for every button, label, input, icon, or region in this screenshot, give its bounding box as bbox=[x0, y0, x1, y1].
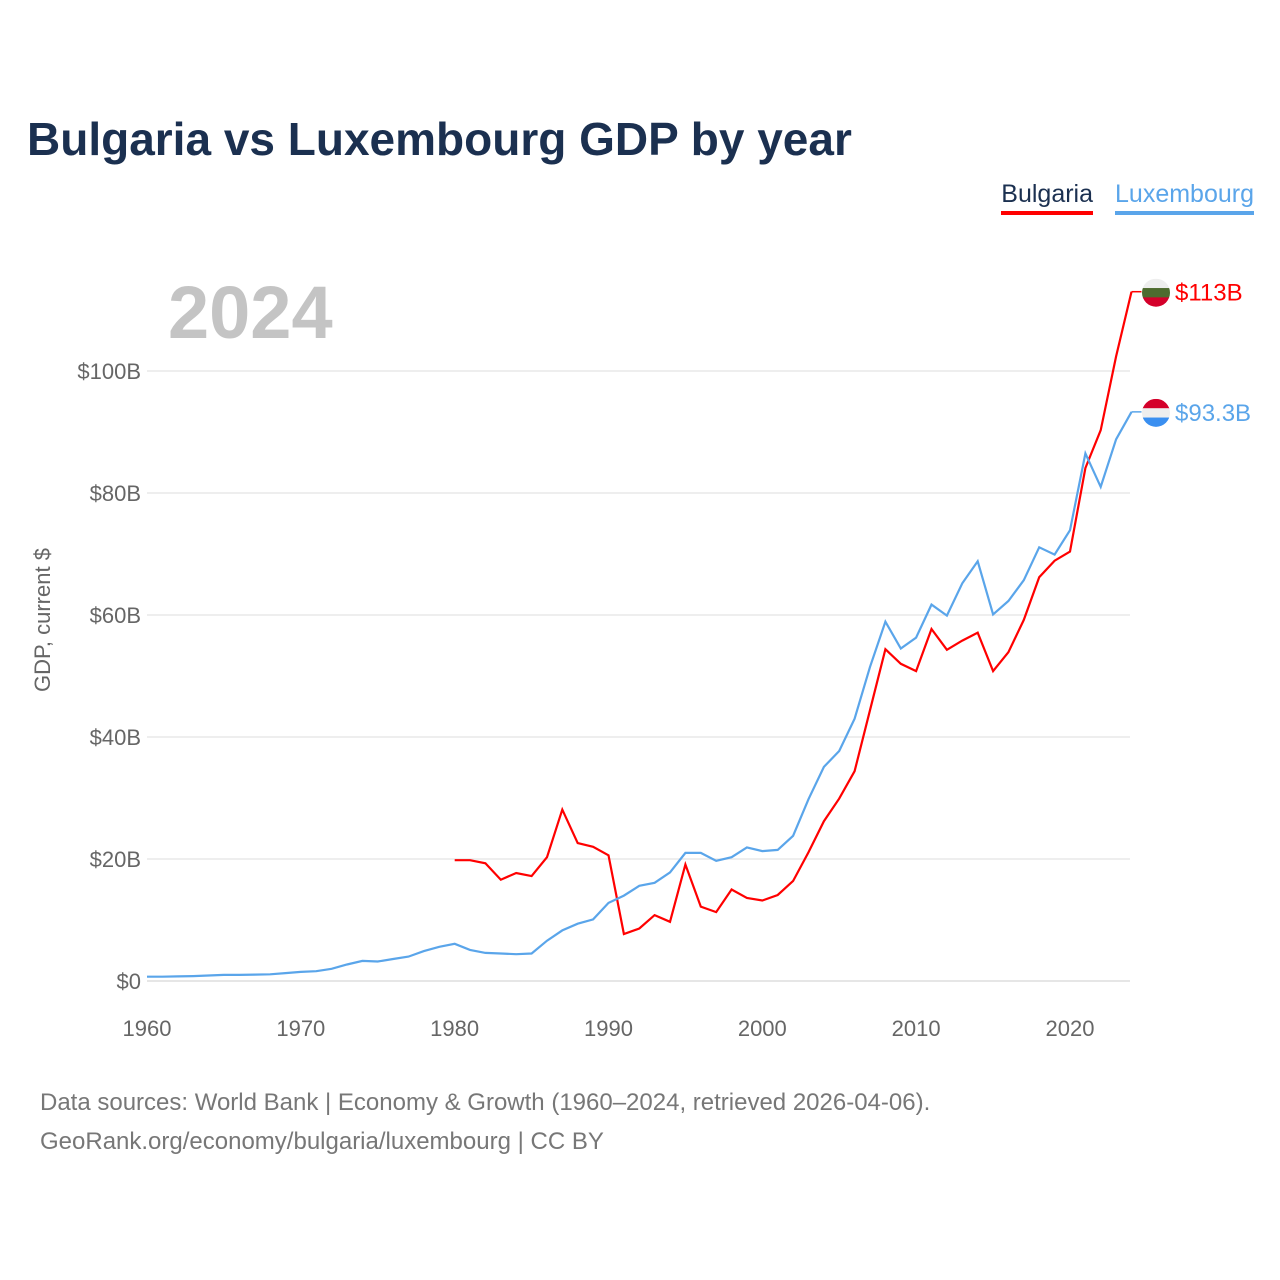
x-tick-label: 2000 bbox=[738, 1016, 787, 1041]
y-tick-label: $0 bbox=[117, 969, 141, 994]
luxembourg-flag-icon bbox=[1142, 398, 1170, 427]
series-line-bulgaria bbox=[454, 291, 1133, 936]
y-axis-label: GDP, current $ bbox=[30, 548, 55, 692]
x-tick-label: 2020 bbox=[1046, 1016, 1095, 1041]
legend-item-bulgaria[interactable]: Bulgaria bbox=[1001, 180, 1094, 215]
footer-sources: Data sources: World Bank | Economy & Gro… bbox=[40, 1089, 931, 1116]
legend: Bulgaria Luxembourg bbox=[1001, 180, 1254, 215]
chart-title: Bulgaria vs Luxembourg GDP by year bbox=[27, 113, 852, 165]
footer: Data sources: World Bank | Economy & Gro… bbox=[40, 1083, 930, 1161]
x-tick-label: 1990 bbox=[584, 1016, 633, 1041]
x-tick-label: 1970 bbox=[276, 1016, 325, 1041]
y-tick-label: $20B bbox=[90, 847, 141, 872]
footer-link[interactable]: GeoRank.org/economy/bulgaria/luxembourg … bbox=[40, 1128, 604, 1155]
y-tick-label: $80B bbox=[90, 481, 141, 506]
legend-item-luxembourg[interactable]: Luxembourg bbox=[1115, 180, 1254, 215]
x-tick-label: 1980 bbox=[430, 1016, 479, 1041]
end-value-label: $93.3B bbox=[1175, 400, 1251, 427]
y-tick-label: $100B bbox=[77, 359, 141, 384]
y-tick-label: $60B bbox=[90, 603, 141, 628]
series-line-luxembourg bbox=[147, 411, 1133, 978]
x-tick-label: 1960 bbox=[123, 1016, 172, 1041]
bulgaria-flag-icon bbox=[1142, 278, 1170, 307]
y-tick-label: $40B bbox=[90, 725, 141, 750]
x-tick-label: 2010 bbox=[892, 1016, 941, 1041]
year-watermark: 2024 bbox=[168, 271, 333, 354]
end-value-label: $113B bbox=[1175, 280, 1243, 307]
